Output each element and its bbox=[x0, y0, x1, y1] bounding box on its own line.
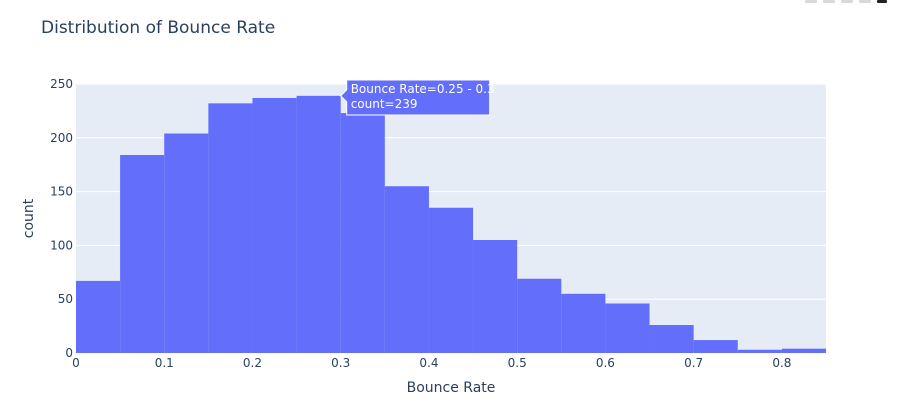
histogram-bar[interactable] bbox=[737, 349, 782, 353]
y-tick-label: 200 bbox=[50, 131, 73, 145]
x-axis-title: Bounce Rate bbox=[407, 380, 496, 396]
y-tick-label: 0 bbox=[65, 346, 73, 360]
histogram-bar[interactable] bbox=[208, 103, 253, 353]
modebar-tool-icon[interactable] bbox=[841, 0, 853, 3]
histogram-bar[interactable] bbox=[605, 303, 650, 353]
modebar-tool-icon[interactable] bbox=[823, 0, 835, 3]
tooltip-line-range: Bounce Rate=0.25 - 0.3 bbox=[351, 82, 495, 96]
plotly-logo-icon[interactable] bbox=[877, 0, 887, 3]
histogram-bar[interactable] bbox=[517, 278, 562, 353]
histogram-bar[interactable] bbox=[120, 155, 165, 353]
histogram-bar[interactable] bbox=[164, 133, 209, 353]
bars bbox=[76, 95, 826, 353]
histogram-bar[interactable] bbox=[428, 207, 474, 353]
y-axis-title: count bbox=[21, 198, 37, 238]
x-tick-label: 0.4 bbox=[419, 356, 438, 370]
y-tick-label: 50 bbox=[58, 292, 73, 306]
modebar-tool-icon[interactable] bbox=[805, 0, 817, 3]
y-tick-label: 100 bbox=[50, 238, 73, 252]
histogram-bar[interactable] bbox=[296, 95, 341, 353]
x-tick-label: 0.1 bbox=[155, 356, 174, 370]
histogram-bar[interactable] bbox=[340, 113, 385, 353]
hover-tooltip: Bounce Rate=0.25 - 0.3 count=239 bbox=[339, 79, 495, 116]
x-tick-label: 0.3 bbox=[331, 356, 350, 370]
histogram-bar[interactable] bbox=[781, 348, 826, 353]
tooltip-box bbox=[339, 79, 491, 116]
histogram-bar[interactable] bbox=[693, 340, 738, 353]
y-tick-label: 250 bbox=[50, 77, 73, 91]
histogram-bar[interactable] bbox=[76, 280, 121, 353]
y-tick-label: 150 bbox=[50, 185, 73, 199]
modebar bbox=[805, 0, 887, 4]
x-axis-ticks: 0 0.1 0.2 0.3 0.4 0.5 0.6 0.7 0.8 bbox=[72, 356, 791, 370]
x-tick-label: 0.8 bbox=[772, 356, 791, 370]
x-tick-label: 0.5 bbox=[508, 356, 527, 370]
x-tick-label: 0 bbox=[72, 356, 80, 370]
histogram-bar[interactable] bbox=[252, 97, 297, 353]
histogram-bar[interactable] bbox=[384, 186, 429, 353]
chart-title: Distribution of Bounce Rate bbox=[41, 18, 275, 38]
x-tick-label: 0.2 bbox=[243, 356, 262, 370]
y-axis-ticks: 0 50 100 150 200 250 bbox=[50, 77, 73, 360]
histogram-bar[interactable] bbox=[649, 325, 694, 353]
tooltip-line-count: count=239 bbox=[351, 97, 418, 111]
modebar-tool-icon[interactable] bbox=[859, 0, 871, 3]
histogram-bar[interactable] bbox=[561, 293, 606, 353]
histogram-bar[interactable] bbox=[473, 240, 518, 353]
x-tick-label: 0.6 bbox=[596, 356, 615, 370]
x-tick-label: 0.7 bbox=[684, 356, 703, 370]
